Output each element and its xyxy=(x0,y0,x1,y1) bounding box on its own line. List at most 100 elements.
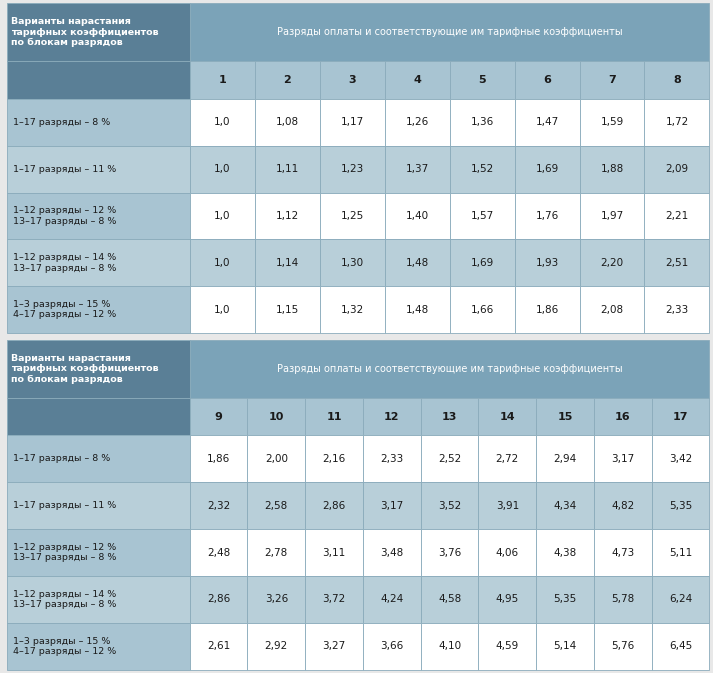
Text: 3,27: 3,27 xyxy=(322,641,346,651)
Bar xyxy=(247,529,305,576)
Bar xyxy=(247,623,305,670)
Text: 5,76: 5,76 xyxy=(611,641,635,651)
Text: 1,12: 1,12 xyxy=(275,211,299,221)
Bar xyxy=(515,61,580,99)
Text: 1,30: 1,30 xyxy=(341,258,364,268)
Text: 5,78: 5,78 xyxy=(611,594,635,604)
Text: 2,52: 2,52 xyxy=(438,454,461,464)
Bar xyxy=(384,240,450,286)
Text: Варианты нарастания
тарифных коэффициентов
по блокам разрядов: Варианты нарастания тарифных коэффициент… xyxy=(11,354,158,384)
Bar xyxy=(7,99,190,146)
Text: 2,92: 2,92 xyxy=(265,641,288,651)
Text: 1–17 разряды – 11 %: 1–17 разряды – 11 % xyxy=(13,165,116,174)
Text: 1,69: 1,69 xyxy=(471,258,493,268)
Bar xyxy=(363,398,421,435)
Text: 1,17: 1,17 xyxy=(341,117,364,127)
Text: 3,26: 3,26 xyxy=(265,594,288,604)
Text: 1,66: 1,66 xyxy=(471,305,493,315)
Text: 2,16: 2,16 xyxy=(322,454,346,464)
Bar xyxy=(536,623,594,670)
Bar xyxy=(478,623,536,670)
Bar xyxy=(384,61,450,99)
Bar xyxy=(515,192,580,240)
Bar xyxy=(421,398,478,435)
Bar xyxy=(363,623,421,670)
Text: 7: 7 xyxy=(608,75,616,85)
Text: 3,91: 3,91 xyxy=(496,501,519,511)
Bar xyxy=(190,340,709,398)
Text: 5,11: 5,11 xyxy=(669,548,692,557)
Bar xyxy=(7,435,190,483)
Bar xyxy=(515,146,580,192)
Bar xyxy=(7,240,190,286)
Bar xyxy=(580,286,645,333)
Bar xyxy=(190,623,247,670)
Text: 3: 3 xyxy=(349,75,356,85)
Text: 4,34: 4,34 xyxy=(553,501,577,511)
Bar xyxy=(7,483,190,529)
Text: 1,40: 1,40 xyxy=(406,211,429,221)
Text: 2,21: 2,21 xyxy=(665,211,689,221)
Text: 3,48: 3,48 xyxy=(380,548,404,557)
Bar xyxy=(478,529,536,576)
Text: 15: 15 xyxy=(558,411,573,421)
Bar xyxy=(450,61,515,99)
Text: 1,23: 1,23 xyxy=(341,164,364,174)
Text: 3,17: 3,17 xyxy=(611,454,635,464)
Bar xyxy=(652,483,709,529)
Bar xyxy=(305,483,363,529)
Text: 1–17 разряды – 8 %: 1–17 разряды – 8 % xyxy=(13,454,110,464)
Bar xyxy=(247,398,305,435)
Bar xyxy=(190,61,255,99)
Bar xyxy=(536,398,594,435)
Bar xyxy=(255,192,319,240)
Bar xyxy=(255,61,319,99)
Text: 10: 10 xyxy=(269,411,284,421)
Bar xyxy=(580,61,645,99)
Bar xyxy=(247,435,305,483)
Text: 2,58: 2,58 xyxy=(265,501,288,511)
Bar xyxy=(536,483,594,529)
Bar xyxy=(255,146,319,192)
Text: 1,32: 1,32 xyxy=(341,305,364,315)
Bar xyxy=(536,529,594,576)
Bar xyxy=(7,340,190,398)
Bar xyxy=(190,483,247,529)
Text: 5,14: 5,14 xyxy=(553,641,577,651)
Bar xyxy=(580,146,645,192)
Bar xyxy=(7,576,190,623)
Text: 1–17 разряды – 11 %: 1–17 разряды – 11 % xyxy=(13,501,116,510)
Text: 1,0: 1,0 xyxy=(214,258,230,268)
Bar xyxy=(305,398,363,435)
Text: 3,52: 3,52 xyxy=(438,501,461,511)
Text: 1,86: 1,86 xyxy=(207,454,230,464)
Text: 3,11: 3,11 xyxy=(322,548,346,557)
Text: 1,97: 1,97 xyxy=(600,211,624,221)
Bar xyxy=(363,529,421,576)
Bar xyxy=(594,398,652,435)
Text: 1–3 разряды – 15 %
4–17 разряды – 12 %: 1–3 разряды – 15 % 4–17 разряды – 12 % xyxy=(13,637,116,656)
Bar xyxy=(190,576,247,623)
Text: 13: 13 xyxy=(442,411,457,421)
Bar xyxy=(515,240,580,286)
Bar xyxy=(580,240,645,286)
Bar xyxy=(421,623,478,670)
Text: 1,72: 1,72 xyxy=(665,117,689,127)
Text: 1,36: 1,36 xyxy=(471,117,493,127)
Text: 2,86: 2,86 xyxy=(207,594,230,604)
Text: 2,33: 2,33 xyxy=(665,305,689,315)
Bar xyxy=(652,623,709,670)
Bar xyxy=(190,99,255,146)
Bar xyxy=(645,146,709,192)
Text: Варианты нарастания
тарифных коэффициентов
по блокам разрядов: Варианты нарастания тарифных коэффициент… xyxy=(11,17,158,47)
Bar xyxy=(7,3,190,61)
Bar xyxy=(305,529,363,576)
Bar xyxy=(645,61,709,99)
Bar xyxy=(384,99,450,146)
Text: 4,06: 4,06 xyxy=(496,548,519,557)
Bar xyxy=(421,576,478,623)
Bar xyxy=(652,576,709,623)
Bar xyxy=(7,61,190,99)
Bar xyxy=(421,529,478,576)
Bar xyxy=(305,435,363,483)
